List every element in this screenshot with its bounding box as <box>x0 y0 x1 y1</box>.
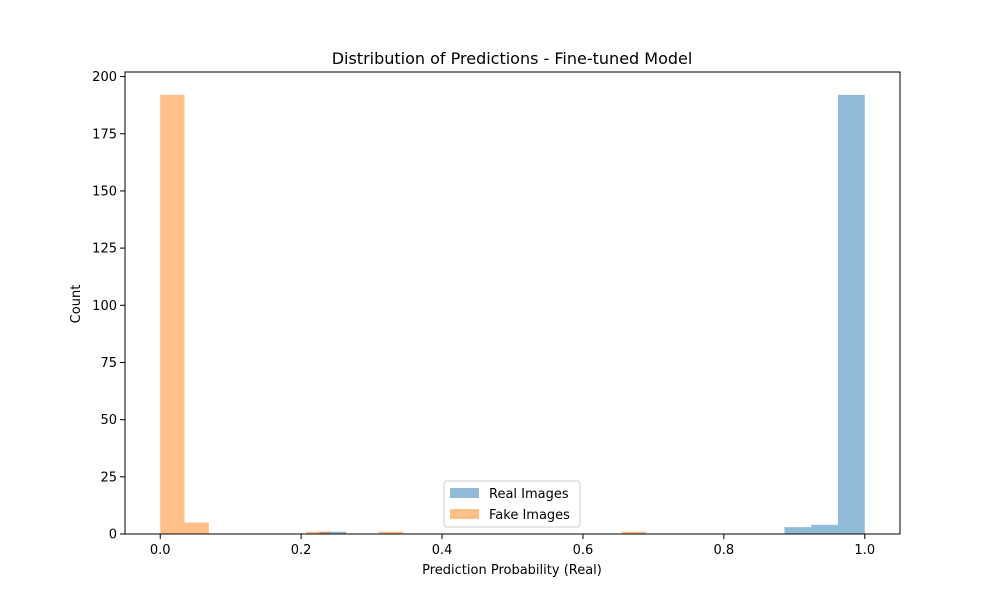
histogram-bar-real-3 <box>838 94 865 535</box>
legend-swatch-fake <box>450 509 479 519</box>
histogram-bar-real-2 <box>811 524 838 534</box>
y-tick-label: 75 <box>100 356 117 371</box>
x-tick-label: 1.0 <box>854 543 875 558</box>
x-tick-label: 0.4 <box>432 543 453 558</box>
histogram-bar-fake-2 <box>306 531 331 534</box>
x-axis-label: Prediction Probability (Real) <box>422 563 602 578</box>
histogram-bar-fake-1 <box>184 522 209 534</box>
legend: Real Images Fake Images <box>443 480 581 528</box>
legend-swatch-real <box>450 488 479 498</box>
y-tick-label: 125 <box>92 242 117 257</box>
plot-frame <box>124 71 901 535</box>
plot-area: 0.0 0.2 0.4 0.6 0.8 1.0 0 25 50 75 100 125 150 175 200 <box>92 70 901 558</box>
y-tick-label: 175 <box>92 127 117 142</box>
histogram-bar-fake-4 <box>621 531 647 534</box>
histogram-bar-real-1 <box>784 527 812 534</box>
y-tick-label: 150 <box>92 184 117 199</box>
y-tick-label: 25 <box>100 470 117 485</box>
y-tick-label: 200 <box>92 70 117 85</box>
histogram-bar-fake-3 <box>378 531 404 534</box>
y-tick-label: 0 <box>109 528 117 543</box>
x-tick-label: 0.6 <box>573 543 594 558</box>
legend-label-fake: Fake Images <box>489 508 570 523</box>
y-axis-label: Count <box>69 285 84 324</box>
histogram-bar-real-0 <box>319 531 347 534</box>
x-tick-label: 0.2 <box>291 543 312 558</box>
legend-label-real: Real Images <box>489 487 569 502</box>
chart-title: Distribution of Predictions - Fine-tuned… <box>332 49 693 68</box>
x-tick-label: 0.0 <box>150 543 171 558</box>
y-tick-label: 100 <box>92 299 117 314</box>
histogram-bar-fake-0 <box>160 94 185 535</box>
x-tick-label: 0.8 <box>714 543 735 558</box>
y-tick-label: 50 <box>100 413 117 428</box>
